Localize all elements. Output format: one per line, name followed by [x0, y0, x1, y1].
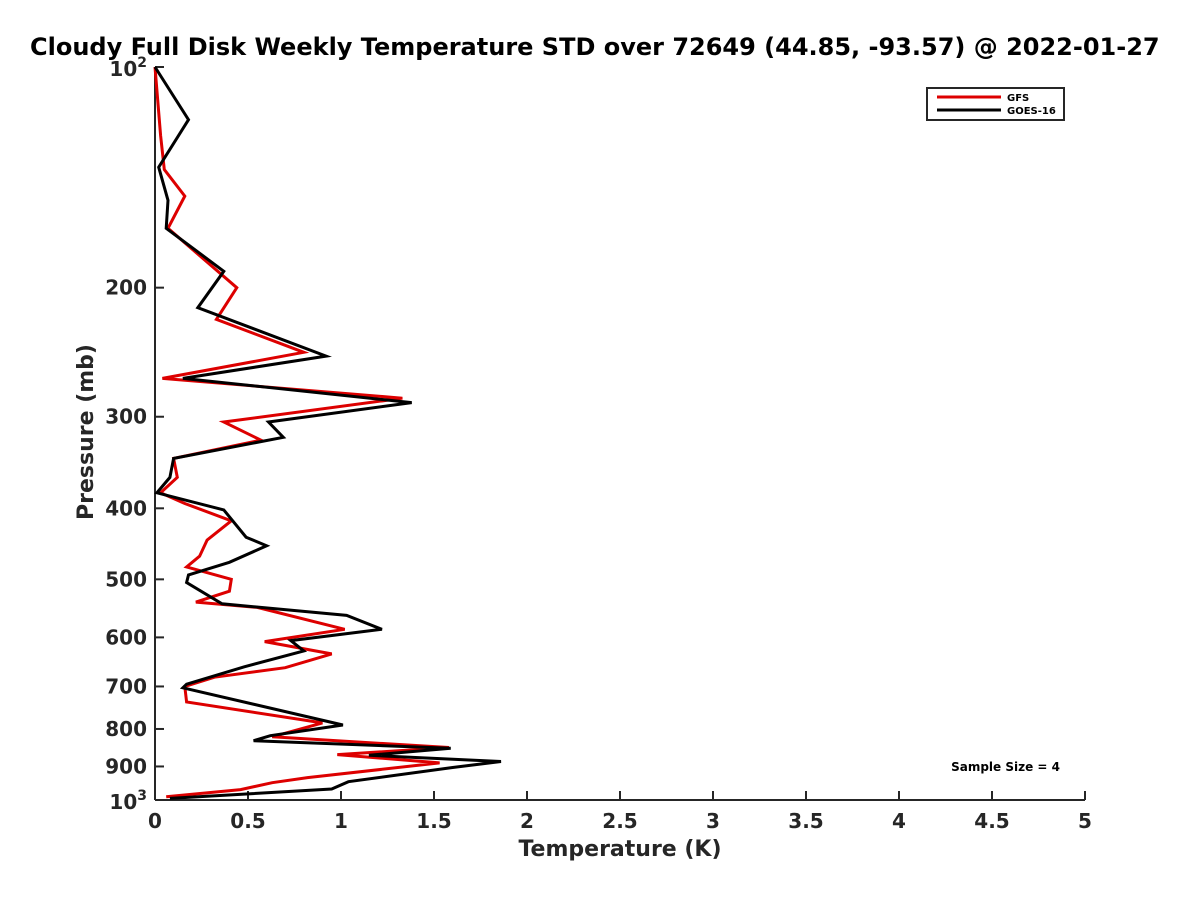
- legend-box: [926, 87, 1065, 121]
- y-axis-label: Pressure (mb): [74, 344, 99, 520]
- sample-size-annotation: Sample Size = 4: [951, 760, 1060, 774]
- tick-exponent: 2: [137, 55, 147, 71]
- legend: GFS GOES-16: [926, 87, 1065, 121]
- legend-label: GOES-16: [1007, 106, 1056, 117]
- y-tick-label: 500: [105, 567, 147, 591]
- x-tick-label: 1: [334, 809, 348, 833]
- x-tick-label: 0.5: [230, 809, 265, 833]
- series-line-goes-16: [153, 66, 502, 800]
- x-tick-label: 4: [892, 809, 906, 833]
- plot-axes: 0 0.5 1 1.5 2 2.5 3 3.5 4 4.5 5 200 300 400 500 600 700 8…: [105, 55, 1092, 833]
- tick-exponent: 3: [137, 788, 147, 804]
- x-tick-label: 1.5: [416, 809, 451, 833]
- x-tick-label: 2.5: [602, 809, 637, 833]
- y-tick-label: 900: [105, 754, 147, 778]
- legend-label: GFS: [1007, 93, 1029, 104]
- x-tick-label: 0: [148, 809, 162, 833]
- y-tick-label: 600: [105, 625, 147, 649]
- y-tick-label: 300: [105, 405, 147, 429]
- tick-base: 10: [109, 790, 137, 814]
- y-tick-label: 400: [105, 496, 147, 520]
- x-tick-label: 4.5: [974, 809, 1009, 833]
- x-tick-label: 2: [520, 809, 534, 833]
- y-tick-label: 200: [105, 276, 147, 300]
- x-tick-label: 5: [1078, 809, 1092, 833]
- y-tick-label-power: 102: [109, 55, 147, 81]
- x-tick-label: 3: [706, 809, 720, 833]
- y-tick-label: 800: [105, 717, 147, 741]
- series-line-gfs: [153, 66, 449, 799]
- chart-title: Cloudy Full Disk Weekly Temperature STD …: [30, 33, 1160, 61]
- y-tick-label-power: 103: [109, 788, 147, 814]
- series-layer: [153, 66, 502, 800]
- y-tick-label: 700: [105, 674, 147, 698]
- x-axis-label: Temperature (K): [518, 837, 721, 862]
- x-tick-label: 3.5: [788, 809, 823, 833]
- tick-base: 10: [109, 57, 137, 81]
